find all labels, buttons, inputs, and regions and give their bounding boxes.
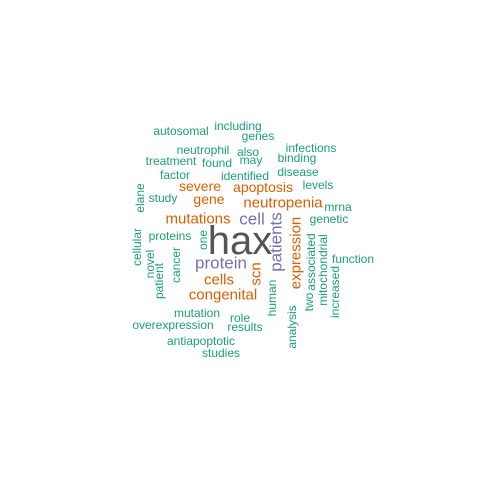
word-expression: expression — [287, 216, 305, 290]
word-scn: scn — [247, 262, 265, 286]
word-analysis: analysis — [285, 305, 299, 349]
word-gene: gene — [193, 191, 225, 207]
word-mutations: mutations — [165, 210, 231, 228]
word-including: including — [214, 119, 262, 133]
word-may: may — [239, 153, 263, 167]
word-neutrophil: neutrophil — [176, 143, 230, 157]
word-also: also — [236, 145, 260, 159]
word-antiapoptotic: antiapoptotic — [166, 334, 236, 348]
word-found: found — [201, 156, 233, 170]
word-apoptosis: apoptosis — [233, 179, 293, 195]
word-patient: patient — [152, 262, 166, 300]
word-protein: protein — [195, 253, 247, 273]
word-levels: levels — [302, 178, 334, 192]
word-role: role — [229, 311, 251, 325]
word-overexpression: overexpression — [132, 318, 214, 332]
word-neutropenia: neutropenia — [243, 194, 323, 212]
word-function: function — [331, 252, 375, 266]
word-cells: cells — [203, 271, 235, 289]
word-one: one — [196, 229, 210, 251]
word-binding: binding — [277, 151, 317, 165]
word-congenital: congenital — [188, 286, 258, 304]
word-two: two — [302, 292, 316, 312]
word-human: human — [265, 279, 279, 317]
word-cancer: cancer — [169, 246, 183, 284]
word-mrna: mrna — [324, 200, 352, 214]
word-infections: infections — [285, 141, 337, 155]
word-severe: severe — [178, 178, 222, 194]
word-increased: increased — [328, 265, 342, 319]
word-results: results — [227, 320, 263, 334]
word-autosomal: autosomal — [153, 124, 209, 138]
word-factor: factor — [159, 168, 191, 182]
word-patients: patients — [266, 212, 286, 272]
word-study: study — [148, 191, 178, 205]
word-treatment: treatment — [145, 154, 197, 168]
word-genes: genes — [241, 129, 275, 143]
word-elane: elane — [133, 183, 147, 213]
word-studies: studies — [201, 346, 241, 360]
word-proteins: proteins — [148, 229, 192, 243]
word-cellular: cellular — [130, 227, 144, 267]
word-disease: disease — [277, 165, 319, 179]
word-mutation: mutation — [173, 306, 221, 320]
word-cell: cell — [239, 209, 265, 229]
word-genetic: genetic — [309, 212, 349, 226]
word-hax: hax — [207, 219, 273, 263]
word-identified: identified — [220, 169, 270, 183]
